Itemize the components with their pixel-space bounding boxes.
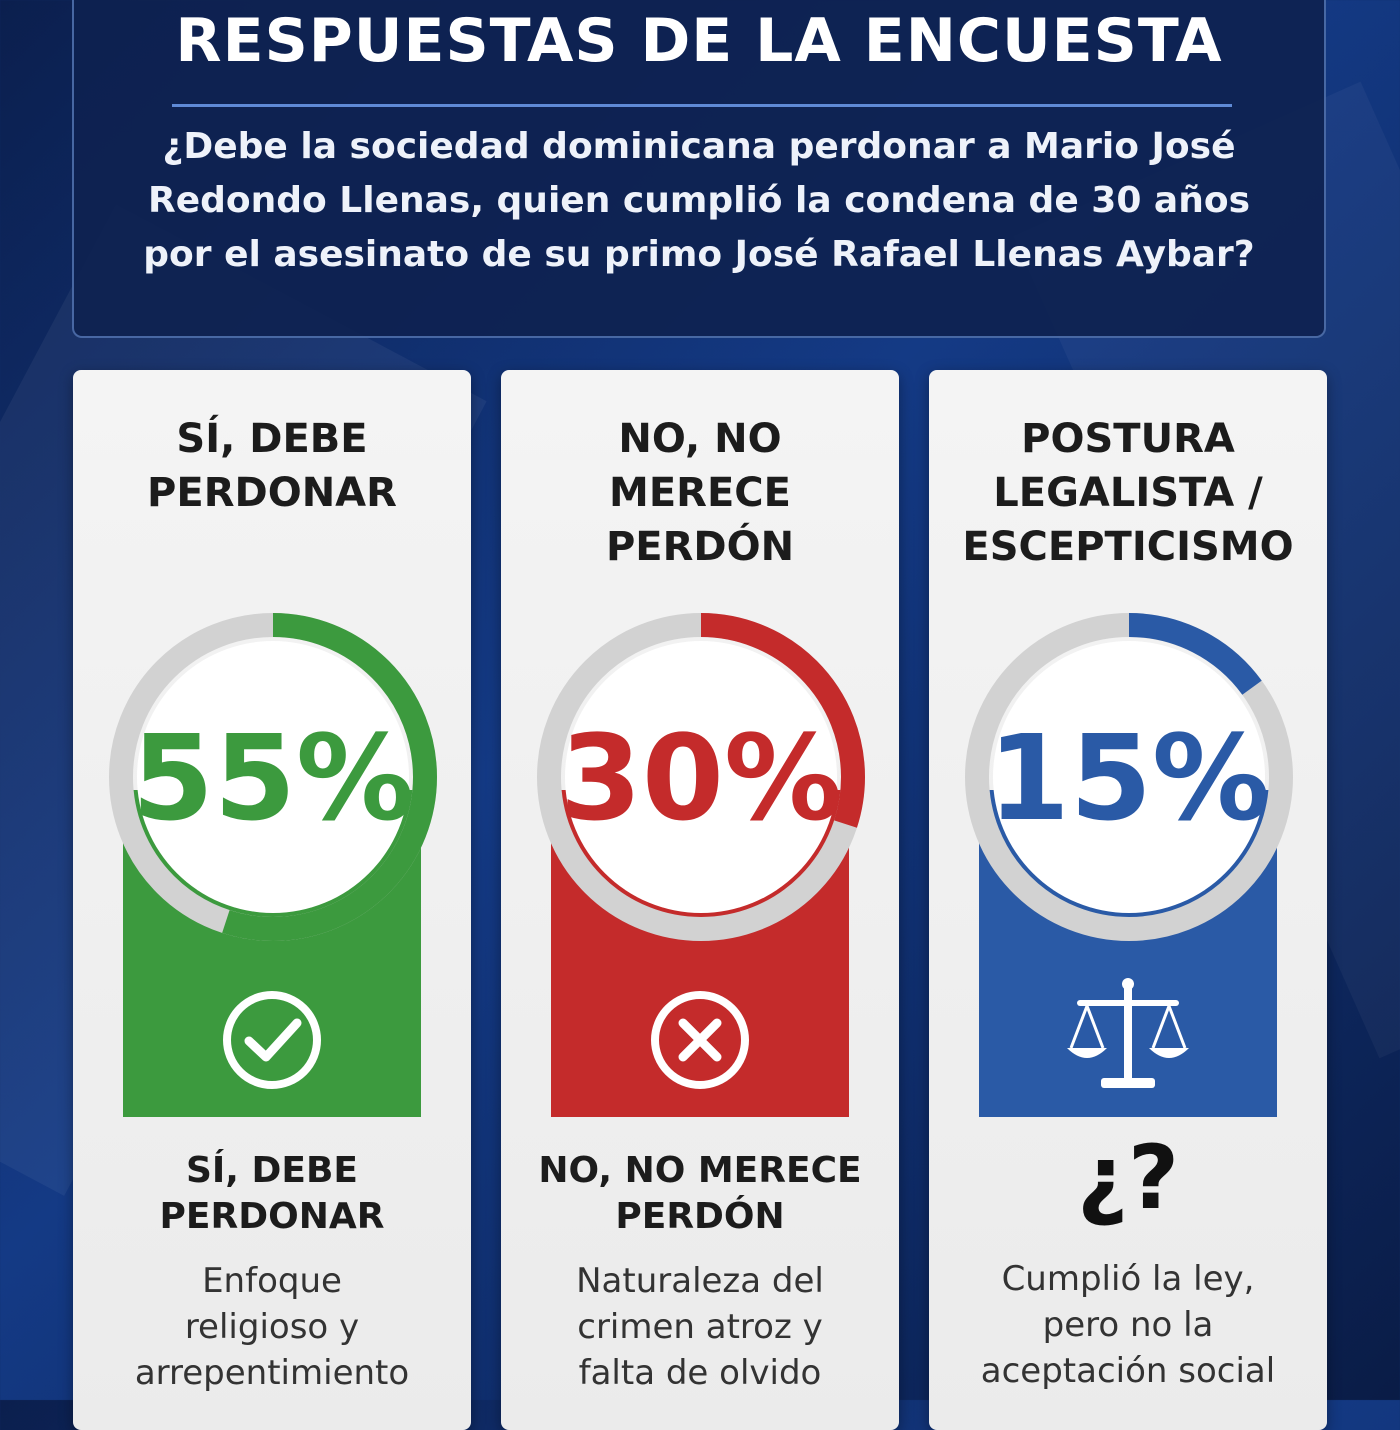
page-title: RESPUESTAS DE LA ENCUESTA — [175, 6, 1223, 76]
ring-fill — [965, 613, 1293, 941]
card-title-line: POSTURA — [1021, 416, 1235, 462]
check-circle-icon — [223, 991, 321, 1089]
card-title-line: LEGALISTA / — [993, 470, 1263, 516]
x-circle-icon — [651, 991, 749, 1089]
result-card-no: NO, NO MERECE PERDÓN 30% NO, NO MERECE P… — [501, 370, 899, 1430]
card-subtitle-line: SÍ, DEBE — [185, 1150, 359, 1191]
card-description: Enfoque religioso y arrepentimiento — [83, 1258, 461, 1396]
card-subtitle-line: PERDÓN — [615, 1196, 785, 1237]
ring-center — [137, 641, 409, 913]
card-title-line: PERDÓN — [605, 524, 795, 570]
card-title-line: PERDONAR — [147, 470, 397, 516]
percent-label: 30% — [560, 709, 842, 847]
card-description-line: falta de olvido — [578, 1353, 822, 1393]
card-description: Cumplió la ley, pero no la aceptación so… — [939, 1256, 1317, 1394]
ring-center — [993, 641, 1265, 913]
percent-ring: 15% — [964, 612, 1294, 942]
percent-label: 55% — [132, 709, 414, 847]
percent-ring: 30% — [536, 612, 866, 942]
card-description-line: aceptación social — [980, 1351, 1276, 1391]
card-subtitle: NO, NO MERECE PERDÓN — [511, 1148, 889, 1240]
ring-fill — [109, 613, 437, 941]
card-description-line: pero no la — [1042, 1305, 1214, 1345]
card-title-line: MERECE — [609, 470, 791, 516]
card-description-line: Naturaleza del — [576, 1261, 824, 1301]
card-title-line: SÍ, DEBE — [176, 416, 368, 462]
card-description-line: Enfoque — [202, 1261, 342, 1301]
ring-fill — [537, 613, 865, 941]
survey-question-line: Redondo Llenas, quien cumplió la condena… — [147, 180, 1250, 221]
ring-svg: 55% — [109, 613, 437, 941]
result-card-si: SÍ, DEBE PERDONAR 55% SÍ, DEBE PERDONAR … — [73, 370, 471, 1430]
card-title-line: NO, NO — [618, 416, 782, 462]
card-description-line: arrepentimiento — [134, 1353, 410, 1393]
card-title: POSTURA LEGALISTA / ESCEPTICISMO — [939, 412, 1317, 574]
status-icon-wrap — [73, 985, 471, 1095]
title-divider — [172, 104, 1232, 107]
ring-svg: 30% — [537, 613, 865, 941]
card-title: NO, NO MERECE PERDÓN — [511, 412, 889, 574]
card-description-line: religioso y — [184, 1307, 360, 1347]
survey-question-line: ¿Debe la sociedad dominicana perdonar a … — [162, 126, 1236, 167]
card-title: SÍ, DEBE PERDONAR — [83, 412, 461, 520]
percent-label: 15% — [988, 709, 1270, 847]
card-description-line: crimen atroz y — [577, 1307, 823, 1347]
question-mark-symbol: ¿? — [1076, 1126, 1180, 1229]
percent-ring: 55% — [108, 612, 438, 942]
card-description-line: Cumplió la ley, — [1001, 1259, 1255, 1299]
card-subtitle-line: PERDONAR — [159, 1196, 385, 1237]
ring-center — [565, 641, 837, 913]
card-title-line: ESCEPTICISMO — [962, 524, 1294, 570]
status-icon-wrap — [501, 985, 899, 1095]
ring-svg: 15% — [965, 613, 1293, 941]
status-icon-wrap — [929, 970, 1327, 1088]
card-subtitle: SÍ, DEBE PERDONAR — [83, 1148, 461, 1240]
scales-icon — [1067, 978, 1189, 1088]
result-card-legalista: POSTURA LEGALISTA / ESCEPTICISMO 15% ¿? … — [929, 370, 1327, 1430]
survey-question: ¿Debe la sociedad dominicana perdonar a … — [94, 120, 1304, 282]
header-panel: RESPUESTAS DE LA ENCUESTA ¿Debe la socie… — [72, 0, 1326, 338]
card-subtitle-line: NO, NO MERECE — [538, 1150, 862, 1191]
card-description: Naturaleza del crimen atroz y falta de o… — [511, 1258, 889, 1396]
survey-question-line: por el asesinato de su primo José Rafael… — [143, 234, 1255, 275]
